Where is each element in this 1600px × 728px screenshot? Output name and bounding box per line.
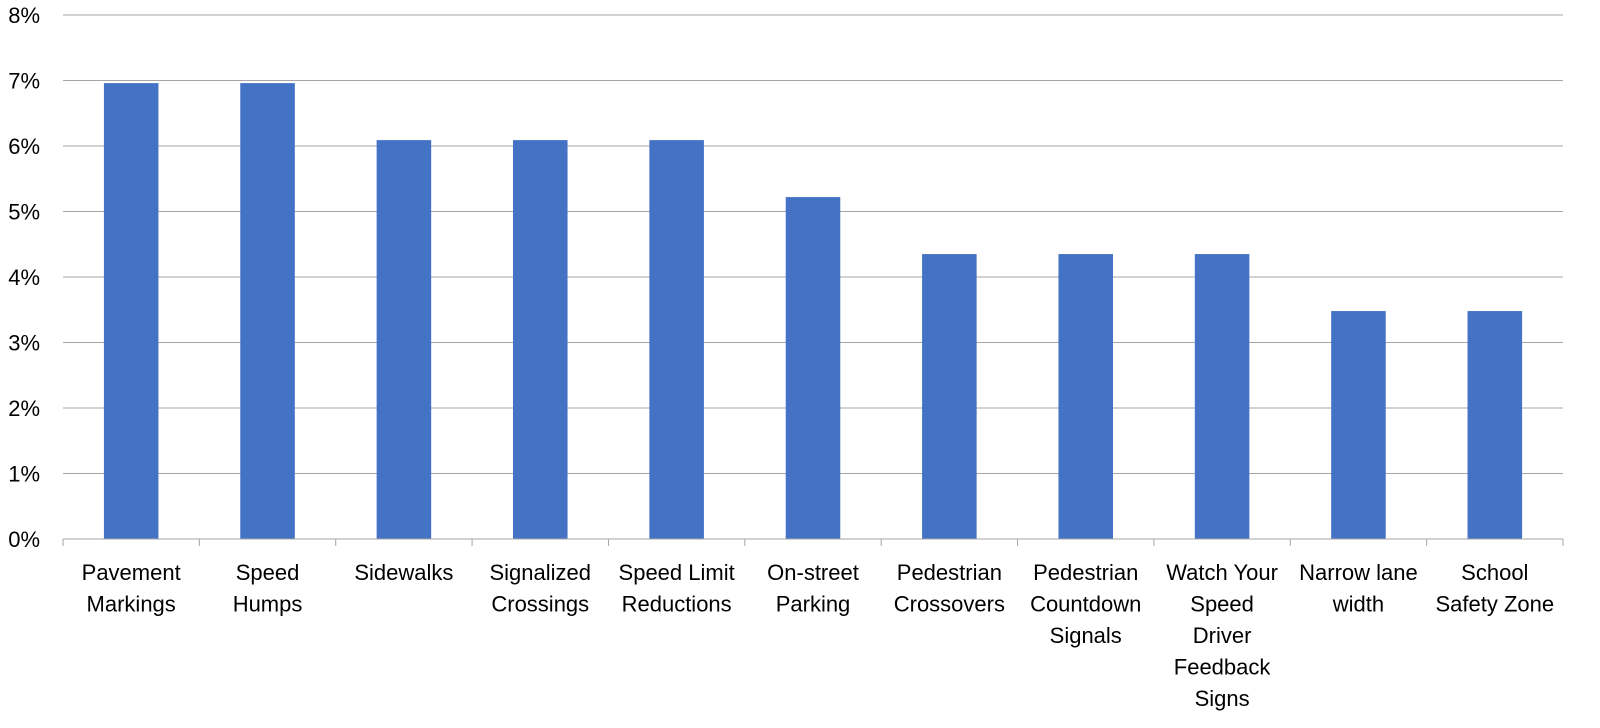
bar [240, 83, 295, 540]
x-tick-label-line: Signals [1050, 623, 1122, 648]
x-axis-tick-labels: Pavement Markings Speed Humps Sidewalks Signa… [82, 560, 1554, 711]
bar [376, 140, 432, 540]
x-tick-label: On-street Parking [767, 560, 859, 617]
x-tick-label-line: Pavement [82, 560, 181, 585]
x-tick-label-line: School [1461, 560, 1528, 585]
bar [922, 254, 977, 539]
x-tick-label-line: Crossovers [894, 592, 1005, 617]
y-axis-tick-labels: 0% 1% 2% 3% 4% 5% 6% 7% 8% [8, 3, 40, 552]
x-tick-label: Narrow lane width [1299, 560, 1418, 617]
y-tick-label: 1% [8, 462, 40, 487]
x-tick-label: Pedestrian Crossovers [894, 560, 1005, 617]
bar [513, 140, 568, 540]
y-tick-label: 7% [8, 69, 40, 94]
bar [649, 140, 704, 540]
bar [1058, 254, 1113, 539]
y-tick-label: 2% [8, 396, 40, 421]
x-tick-label-line: Feedback [1174, 655, 1272, 680]
x-tick-label-line: Speed [236, 560, 300, 585]
x-tick-label-line: Humps [233, 592, 303, 617]
bars [103, 83, 1523, 540]
y-tick-label: 3% [8, 331, 40, 356]
y-tick-label: 4% [8, 265, 40, 290]
x-tick-label-line: Narrow lane [1299, 560, 1418, 585]
x-tick-label-line: Parking [776, 592, 851, 617]
x-axis [62, 538, 1564, 546]
y-tick-label: 5% [8, 200, 40, 225]
y-tick-label: 6% [8, 134, 40, 159]
y-tick-label: 8% [8, 3, 40, 28]
x-tick-label-line: Watch Your [1166, 560, 1278, 585]
x-tick-label-line: Pedestrian [1033, 560, 1138, 585]
x-tick-label: Pedestrian Countdown Signals [1030, 560, 1141, 648]
x-tick-label-line: Driver [1193, 623, 1252, 648]
x-tick-label-line: Crossings [491, 592, 589, 617]
bar [1467, 311, 1523, 539]
x-tick-label-line: On-street [767, 560, 859, 585]
x-tick-label-line: Sidewalks [354, 560, 453, 585]
bar [103, 83, 159, 540]
bar [1331, 311, 1386, 539]
bar [1194, 254, 1250, 539]
x-tick-label-line: Speed [1190, 592, 1254, 617]
x-tick-label-line: Countdown [1030, 592, 1141, 617]
x-tick-label: School Safety Zone [1435, 560, 1554, 617]
x-tick-label-line: Pedestrian [897, 560, 1002, 585]
x-tick-label-line: Markings [87, 592, 176, 617]
x-tick-label-line: width [1332, 592, 1384, 617]
x-tick-label-line: Speed Limit [619, 560, 735, 585]
bar [785, 197, 841, 539]
x-tick-label-line: Signs [1195, 686, 1250, 711]
y-tick-label: 0% [8, 527, 40, 552]
x-tick-label: Speed Limit Reductions [619, 560, 735, 617]
x-tick-label: Pavement Markings [82, 560, 181, 617]
x-tick-label-line: Signalized [490, 560, 592, 585]
x-tick-label-line: Reductions [622, 592, 732, 617]
x-tick-label: Watch Your Speed Driver Feedback Signs [1166, 560, 1278, 711]
x-tick-label: Sidewalks [354, 560, 453, 585]
x-tick-label-line: Safety Zone [1435, 592, 1554, 617]
x-tick-label: Speed Humps [233, 560, 303, 617]
x-tick-label: Signalized Crossings [490, 560, 592, 617]
